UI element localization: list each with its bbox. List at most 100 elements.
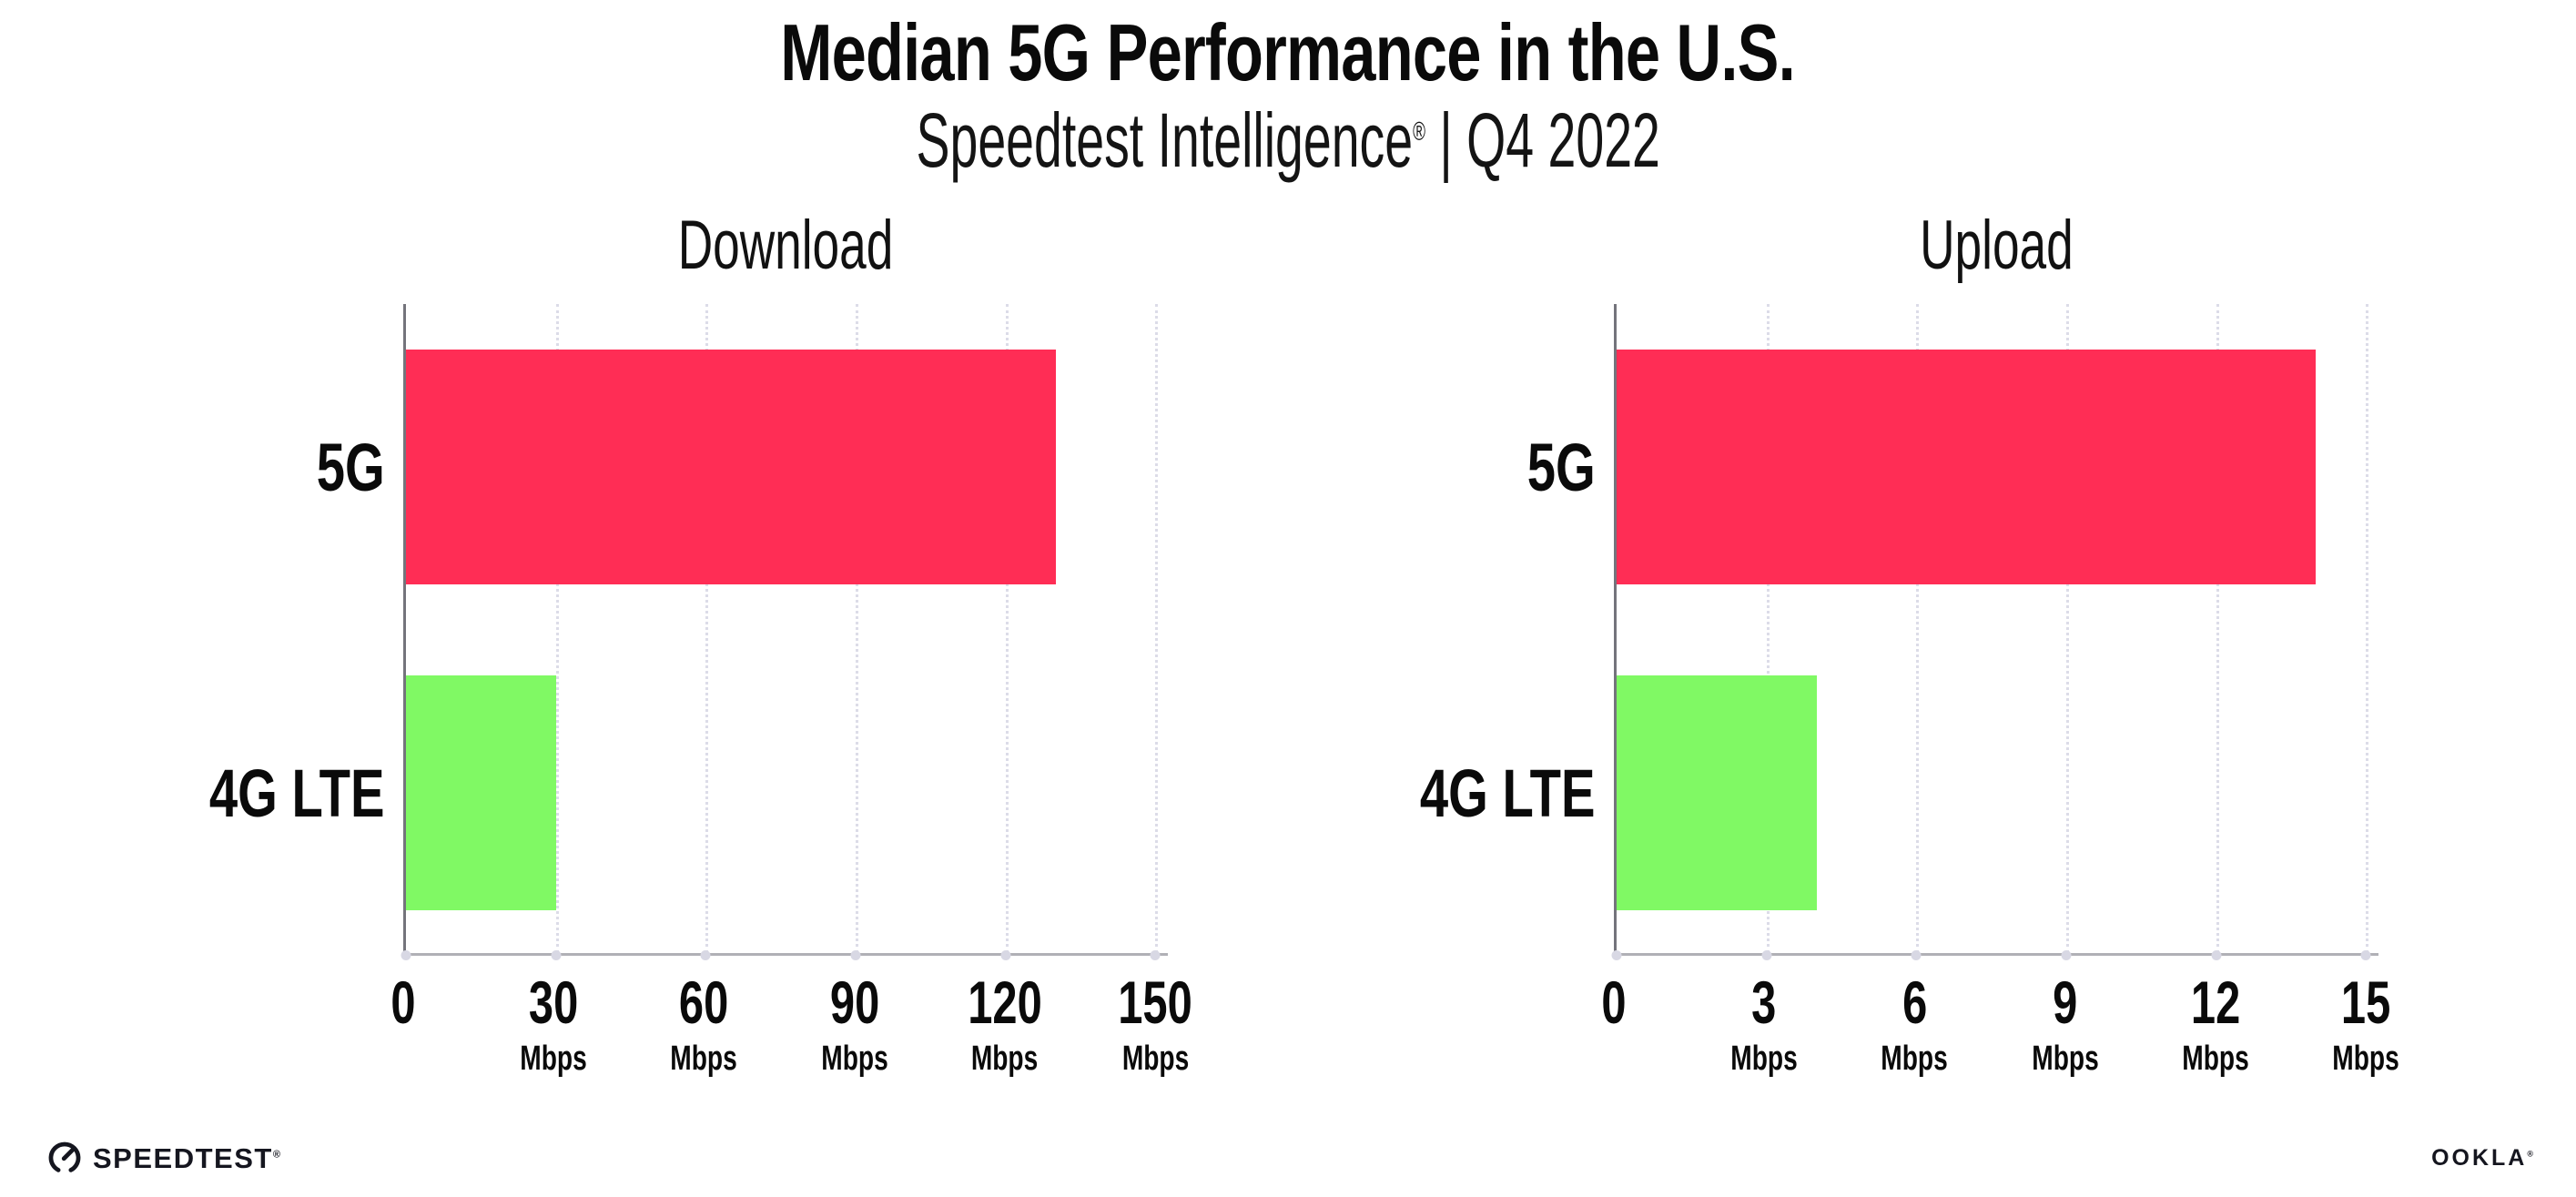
x-tick-label: 150 Mbps [1105,972,1205,1076]
header: Median 5G Performance in the U.S. Speedt… [0,7,2576,181]
speedtest-wordmark: SPEEDTEST® [93,1144,281,1172]
bar-5g [1617,350,2317,584]
gridline [855,304,858,953]
bar-row [406,630,1168,956]
x-tick-value-text: 0 [1601,969,1627,1036]
gridline [1766,304,1770,953]
x-tick-label: 60 Mbps [659,972,749,1076]
x-tick-value-text: 0 [390,969,416,1036]
chart-panel: Upload 5G 4G LTE 0 3 Mbps 6 Mbps 9 Mbps 12 Mbps 15… [1373,211,2399,1105]
x-tick-value-text: 120 [968,969,1042,1036]
x-tick-label: 15 Mbps [2321,972,2411,1076]
chart-title: Upload [1614,211,2378,280]
speedtest-registered-mark: ® [272,1149,282,1161]
x-tick-value: 0 [1597,972,1631,1032]
x-tick-value: 120 [955,972,1055,1032]
x-tick-unit-text: Mbps [2032,1040,2099,1078]
subtitle-brand: Speedtest Intelligence [916,97,1413,184]
gridlines [406,304,1168,953]
speedtest-gauge-icon [48,1141,81,1174]
x-tick-label: 120 Mbps [955,972,1055,1076]
x-tick-unit-text: Mbps [1881,1040,1949,1078]
x-tick-value: 150 [1105,972,1205,1032]
subtitle-period: | Q4 2022 [1425,97,1660,184]
gridlines [1617,304,2378,953]
x-tick-value: 15 [2321,972,2411,1032]
y-labels: 5G 4G LTE [1373,304,1596,956]
bar-row [1617,630,2378,956]
x-tick-value: 30 [509,972,599,1032]
x-tick-value: 3 [1719,972,1810,1032]
x-tick-unit: Mbps [1870,1041,1960,1076]
x-tick-unit-text: Mbps [2182,1040,2249,1078]
gridline [1005,304,1009,953]
x-tick-unit: Mbps [809,1041,899,1076]
x-tick-unit: Mbps [659,1041,749,1076]
gridline [2366,304,2369,953]
chart-title-text: Upload [1919,207,2074,284]
x-tick-label: 0 [1597,972,1631,1032]
x-tick-unit-text: Mbps [821,1040,888,1078]
x-tick-label: 90 Mbps [809,972,899,1076]
x-tick-value-text: 150 [1118,969,1192,1036]
category-label-text: 5G [1526,429,1596,505]
subtitle: Speedtest Intelligence® | Q4 2022 [0,100,2576,180]
plot-area [1611,304,2378,960]
category-label: 4G LTE [1373,630,1596,956]
bar-4g-lte [406,675,556,910]
x-tick-value: 12 [2170,972,2260,1032]
chart-panel: Download 5G 4G LTE 0 30 Mbps 60 Mbps 90 Mbps 120… [162,211,1192,1105]
x-tick-value-text: 9 [2053,969,2078,1036]
gridline [1916,304,1920,953]
chart-title-text: Download [677,207,894,284]
x-tick-value: 6 [1870,972,1960,1032]
x-tick-value-text: 12 [2190,969,2241,1036]
page-title: Median 5G Performance in the U.S. [0,7,2576,97]
ookla-label: OOKLA [2431,1145,2528,1171]
x-tick-unit-text: Mbps [1730,1040,1798,1078]
x-tick-unit: Mbps [955,1041,1055,1076]
x-tick-unit: Mbps [2170,1041,2260,1076]
x-tick-unit: Mbps [1719,1041,1810,1076]
registered-mark: ® [1412,117,1425,147]
x-tick-unit-text: Mbps [670,1040,738,1078]
plot-area [401,304,1168,960]
bar-4g-lte [1617,675,1817,910]
bar-row [1617,304,2378,630]
x-tick-value: 60 [659,972,749,1032]
category-label-text: 4G LTE [209,755,385,831]
x-tick-label: 12 Mbps [2170,972,2260,1076]
speedtest-label: SPEEDTEST [93,1141,273,1174]
page-title-text: Median 5G Performance in the U.S. [780,7,1797,97]
bars [406,304,1168,953]
x-tick-label: 30 Mbps [509,972,599,1076]
x-tick-unit-text: Mbps [2332,1040,2399,1078]
x-tick-label: 3 Mbps [1719,972,1810,1076]
gridline [2065,304,2069,953]
ookla-registered-mark: ® [2527,1149,2536,1159]
x-tick-value-text: 90 [829,969,879,1036]
x-tick-unit: Mbps [2321,1041,2411,1076]
gridline [2216,304,2219,953]
x-tick-value-text: 6 [1902,969,1928,1036]
category-label: 5G [1373,304,1596,630]
x-tick-value-text: 15 [2341,969,2391,1036]
category-label-text: 5G [316,429,385,505]
bar-5g [406,350,1056,584]
bar-row [406,304,1168,630]
x-tick-unit: Mbps [509,1041,599,1076]
bars [1617,304,2378,953]
x-tick-unit-text: Mbps [1121,1040,1189,1078]
category-label: 5G [162,304,385,630]
speedtest-logo: SPEEDTEST® [47,1141,281,1175]
x-tick-value: 0 [387,972,421,1032]
x-tick-value-text: 3 [1751,969,1777,1036]
y-labels: 5G 4G LTE [162,304,385,956]
x-axis-ticks: 0 30 Mbps 60 Mbps 90 Mbps 120 Mbps 150 Mbps [390,972,1192,1105]
x-tick-unit: Mbps [2020,1041,2110,1076]
x-tick-value-text: 30 [529,969,579,1036]
category-label-text: 4G LTE [1420,755,1596,831]
x-axis-ticks: 0 3 Mbps 6 Mbps 9 Mbps 12 Mbps 15 Mbps [1601,969,2399,1105]
x-tick-value-text: 60 [679,969,729,1036]
ookla-logo: OOKLA® [2431,1147,2536,1170]
